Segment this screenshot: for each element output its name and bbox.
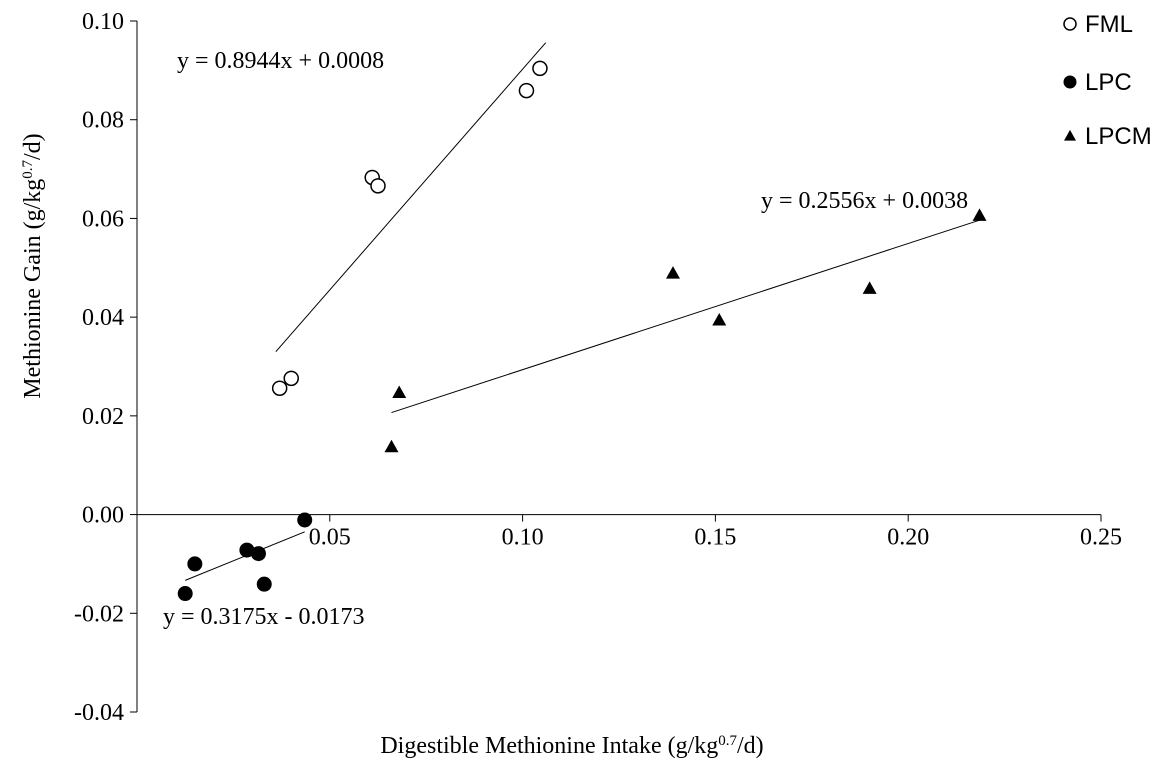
point-lpc: [187, 556, 203, 572]
y-tick-label: 0.00: [82, 503, 124, 529]
point-lpc: [177, 586, 193, 602]
trendline-fml: [275, 42, 547, 353]
point-lpcm: [392, 385, 407, 399]
y-tick-label: 0.06: [82, 206, 124, 232]
point-lpc: [256, 576, 272, 592]
y-tick-label: 0.02: [82, 404, 124, 430]
equation-lpcm: y = 0.2556x + 0.0038: [761, 188, 968, 214]
legend-label-fml: FML: [1085, 11, 1133, 38]
x-tick-label: 0.25: [1080, 525, 1122, 551]
trendline-equations: y = 0.8944x + 0.0008 y = 0.3175x - 0.0173…: [163, 48, 968, 630]
legend-marker-fml: [1063, 17, 1077, 31]
y-tick-label: -0.04: [74, 700, 124, 726]
legend-label-lpc: LPC: [1085, 69, 1132, 96]
y-tick-label: 0.08: [82, 108, 124, 134]
point-lpc: [250, 546, 266, 562]
data-points: [177, 60, 987, 602]
point-lpcm: [384, 439, 399, 453]
point-fml: [532, 60, 548, 77]
axes: -0.04 -0.02 0.00 0.02 0.04 0.06 0.08 0.10 0.05 0.…: [74, 9, 1122, 726]
axis-titles: Digestible Methionine Intake (g/kg0.7/d)…: [20, 133, 764, 759]
point-lpcm: [665, 266, 680, 279]
x-tick-label: 0.20: [887, 525, 929, 551]
legend-marker-lpc: [1063, 75, 1077, 89]
legend-marker-lpcm: [1064, 129, 1076, 141]
point-lpcm: [712, 312, 727, 326]
point-fml: [518, 82, 535, 99]
y-tick-label: 0.10: [82, 9, 124, 35]
y-axis-title: Methionine Gain (g/kg0.7/d): [20, 133, 46, 398]
x-tick-label: 0.05: [309, 525, 351, 551]
point-lpcm: [862, 281, 877, 294]
point-fml: [370, 178, 386, 194]
x-axis-title: Digestible Methionine Intake (g/kg0.7/d): [380, 733, 763, 759]
trendline-lpcm: [391, 219, 980, 414]
point-fml: [271, 380, 288, 396]
y-tick-label: -0.02: [74, 601, 124, 627]
point-fml: [283, 370, 299, 387]
legend-label-lpcm: LPCM: [1085, 123, 1152, 150]
y-tick-label: 0.04: [82, 305, 124, 331]
x-tick-label: 0.15: [694, 525, 736, 551]
equation-fml: y = 0.8944x + 0.0008: [177, 48, 384, 74]
equation-lpc: y = 0.3175x - 0.0173: [163, 604, 365, 630]
point-lpc: [297, 512, 313, 528]
x-tick-label: 0.10: [502, 525, 544, 551]
legend: FML LPC LPCM: [1063, 11, 1152, 150]
trendlines: [185, 42, 980, 581]
point-lpcm: [972, 208, 987, 221]
